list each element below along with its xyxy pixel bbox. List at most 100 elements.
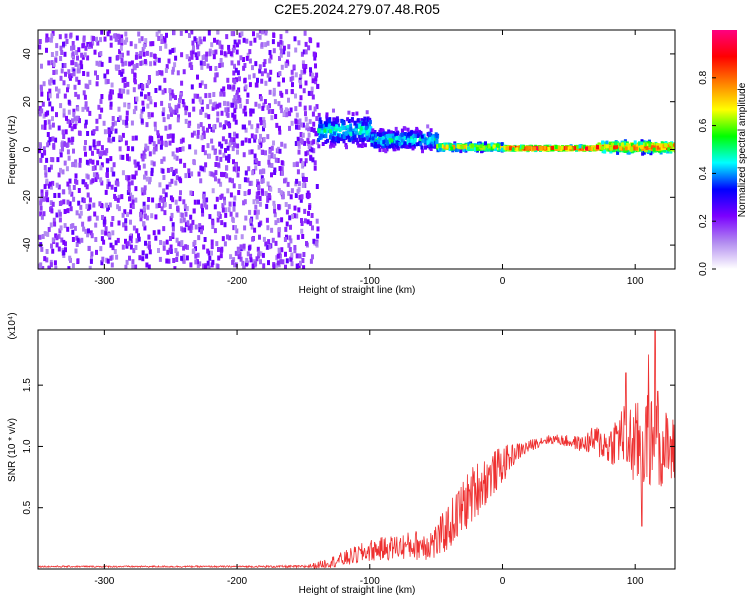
heatmap-cell	[115, 65, 119, 71]
heatmap-cell	[89, 179, 93, 185]
heatmap-cell	[62, 134, 66, 139]
heatmap-cell	[237, 95, 241, 100]
heatmap-cell	[92, 129, 96, 135]
heatmap-cell	[214, 104, 217, 110]
heatmap-cell	[361, 138, 365, 142]
heatmap-cell	[39, 211, 43, 217]
heatmap-cell	[187, 123, 191, 128]
heatmap-cell	[120, 52, 124, 58]
heatmap-cell	[307, 132, 311, 138]
heatmap-cell	[272, 154, 276, 159]
heatmap-cell	[248, 82, 252, 88]
heatmap-cell	[120, 58, 124, 64]
heatmap-cell	[228, 201, 232, 207]
heatmap-cell	[80, 52, 84, 58]
heatmap-cell	[71, 118, 74, 124]
heatmap-cell	[106, 178, 110, 184]
heatmap-cell	[428, 136, 432, 141]
heatmap-cell	[43, 231, 47, 237]
heatmap-cell	[284, 264, 287, 269]
heatmap-cell	[216, 264, 220, 269]
heatmap-cell	[601, 149, 605, 154]
heatmap-cell	[67, 155, 71, 161]
heatmap-cell	[445, 144, 449, 149]
heatmap-cell	[154, 235, 158, 241]
heatmap-cell	[309, 258, 313, 264]
heatmap-cell	[248, 149, 252, 155]
heatmap-cell	[621, 142, 625, 147]
heatmap-cell	[289, 224, 292, 230]
heatmap-cell	[167, 258, 171, 264]
heatmap-cell	[307, 45, 311, 51]
heatmap-cell	[159, 33, 163, 39]
heatmap-cell	[208, 48, 212, 54]
heatmap-cell	[258, 30, 262, 34]
heatmap-cell	[64, 247, 67, 253]
heatmap-cell	[268, 244, 272, 250]
heatmap-cell	[364, 126, 368, 131]
heatmap-cell	[312, 139, 316, 145]
heatmap-cell	[108, 232, 111, 238]
heatmap-cell	[86, 71, 90, 77]
heatmap-cell	[266, 40, 270, 46]
heatmap-cell	[406, 132, 410, 137]
heatmap-cell	[312, 127, 316, 133]
heatmap-cell	[150, 137, 154, 143]
heatmap-cell	[275, 122, 279, 128]
heatmap-cell	[142, 205, 146, 211]
heatmap-cell	[179, 218, 183, 224]
heatmap-cell	[299, 158, 303, 164]
heatmap-cell	[96, 174, 100, 180]
heatmap-cell	[255, 256, 259, 262]
heatmap-cell	[194, 253, 198, 259]
heatmap-cell	[45, 178, 49, 184]
heatmap-cell	[351, 139, 355, 144]
heatmap-cell	[135, 228, 139, 234]
heatmap-cell	[106, 158, 110, 164]
heatmap-cell	[505, 146, 509, 151]
heatmap-cell	[38, 148, 42, 154]
heatmap-cell	[526, 146, 530, 150]
heatmap-cell	[163, 37, 167, 43]
heatmap-cell	[214, 176, 217, 182]
heatmap-cell	[46, 110, 50, 116]
heatmap-cell	[310, 91, 314, 96]
heatmap-cell	[197, 51, 201, 57]
heatmap-cell	[315, 72, 319, 78]
heatmap-cell	[219, 91, 223, 97]
heatmap-cell	[182, 69, 186, 75]
heatmap-cell	[421, 149, 424, 154]
heatmap-cell	[267, 154, 271, 160]
heatmap-cell	[249, 108, 253, 114]
heatmap-cell	[304, 151, 308, 157]
heatmap-cell	[134, 197, 138, 203]
heatmap-cell	[502, 147, 506, 152]
heatmap-cell	[118, 115, 122, 121]
heatmap-cell	[395, 135, 399, 140]
heatmap-cell	[42, 81, 46, 87]
heatmap-cell	[283, 178, 286, 184]
heatmap-cell	[296, 169, 300, 175]
spectrogram-x-ticks: -300 -200 -100 0 100	[94, 30, 644, 287]
heatmap-cell	[272, 87, 276, 93]
heatmap-cell	[90, 233, 94, 239]
heatmap-cell	[385, 138, 389, 143]
heatmap-cell	[330, 141, 334, 146]
heatmap-cell	[77, 47, 81, 53]
heatmap-cell	[342, 135, 346, 140]
heatmap-cell	[91, 178, 95, 184]
heatmap-cell	[70, 45, 73, 51]
heatmap-cell	[116, 204, 120, 210]
heatmap-cell	[71, 162, 75, 168]
heatmap-cell	[289, 76, 293, 82]
heatmap-cell	[158, 182, 162, 188]
heatmap-cell	[213, 37, 216, 43]
heatmap-cell	[215, 72, 219, 78]
heatmap-cell	[309, 155, 313, 161]
heatmap-cell	[49, 262, 53, 268]
heatmap-cell	[85, 159, 89, 165]
heatmap-cell	[245, 99, 249, 104]
heatmap-cell	[261, 30, 264, 35]
heatmap-cell	[55, 86, 58, 92]
heatmap-cell	[256, 198, 259, 204]
